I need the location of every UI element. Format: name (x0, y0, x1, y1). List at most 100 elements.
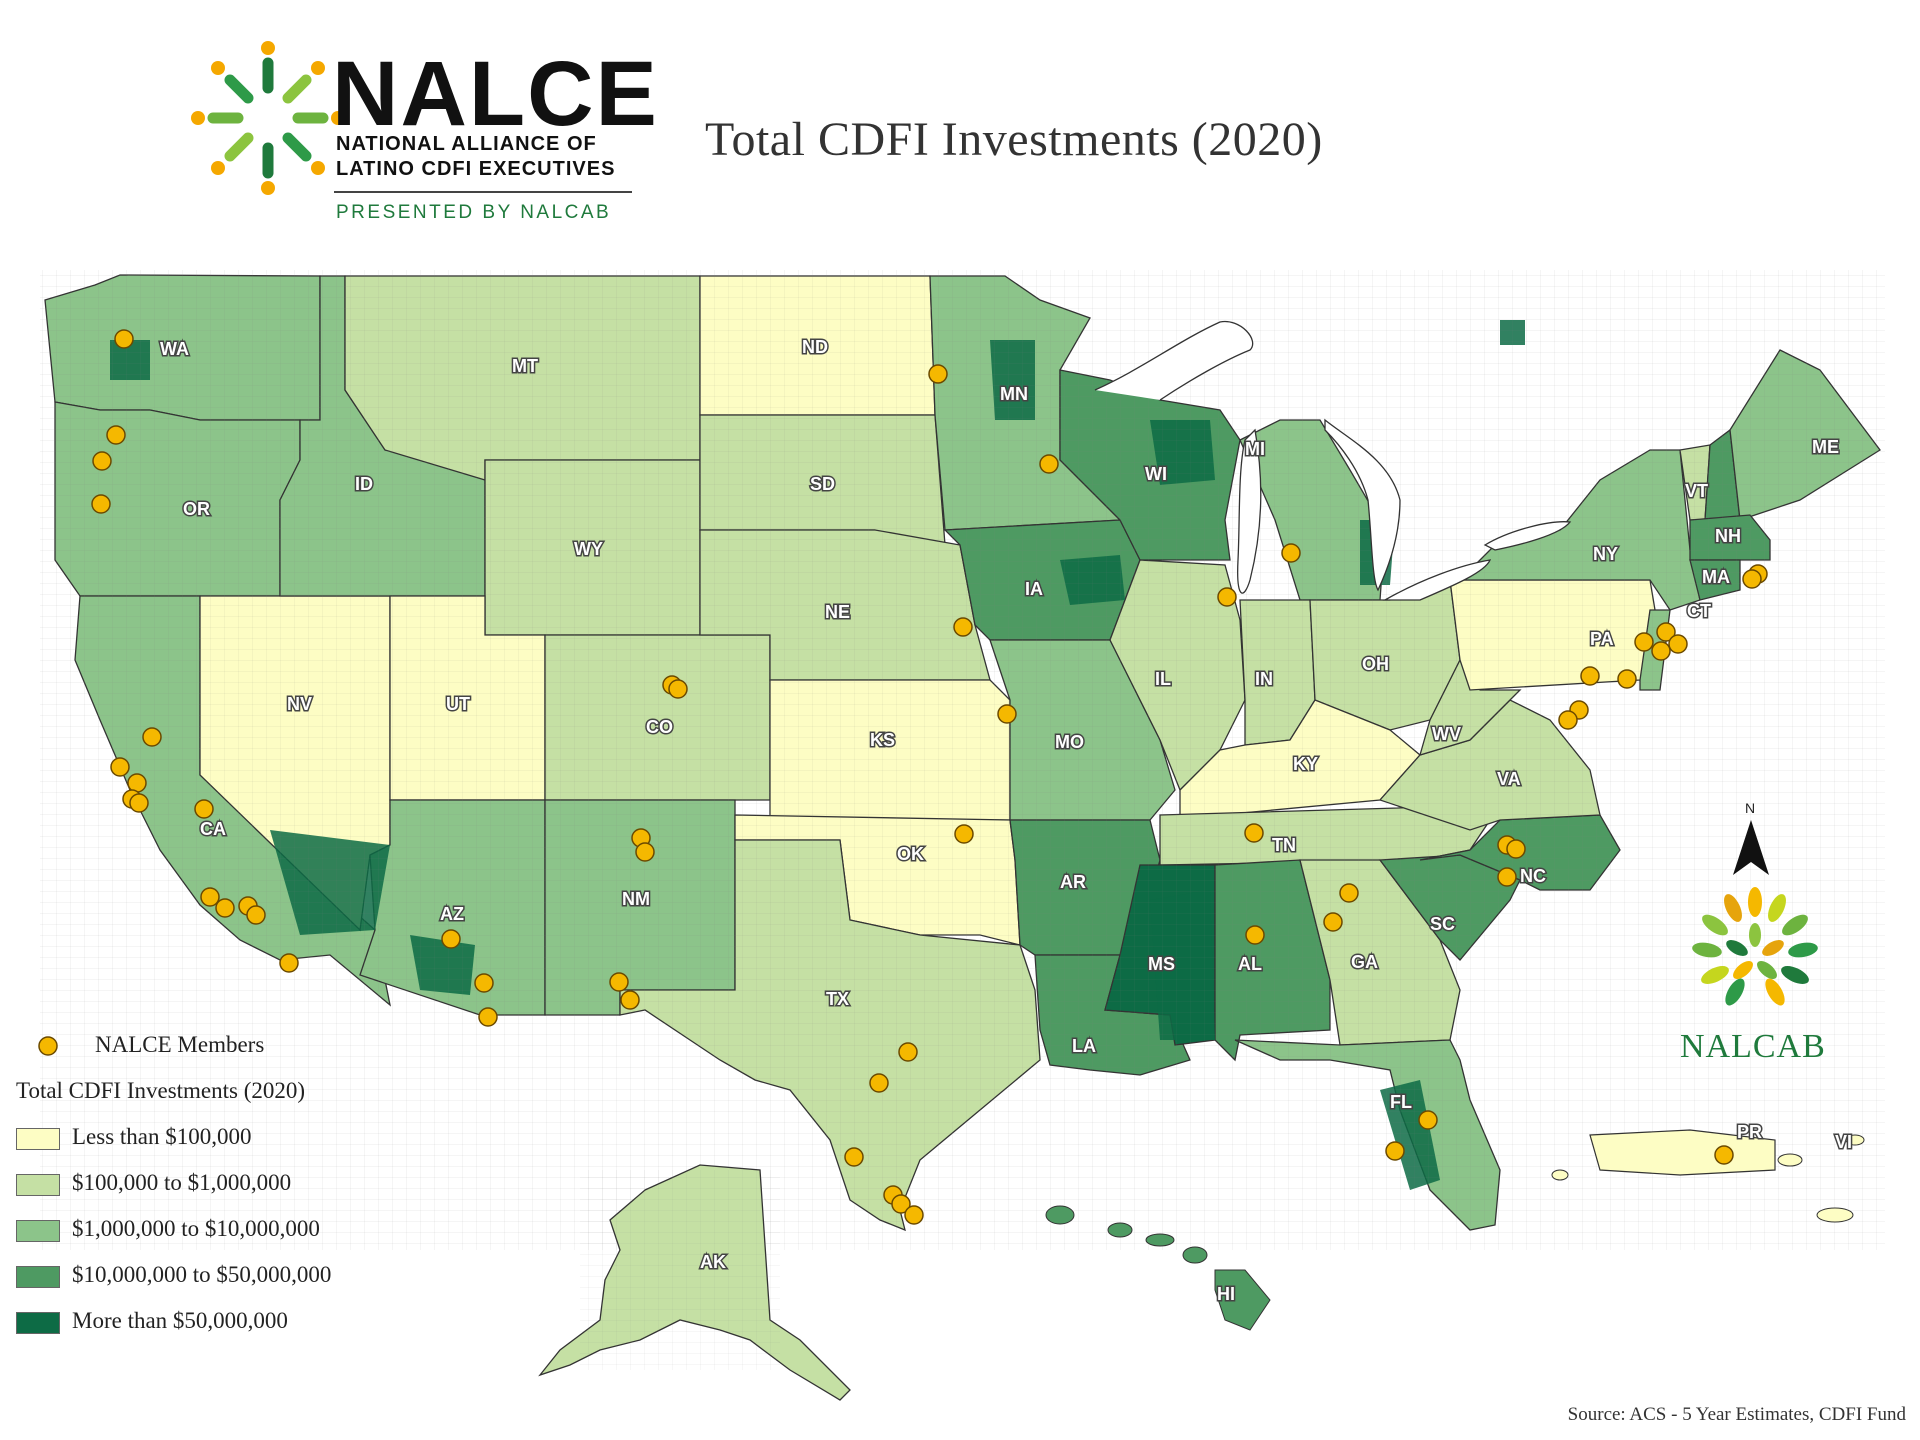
state-label: OH (1362, 654, 1389, 674)
member-dot (194, 799, 214, 819)
member-dot (478, 1007, 498, 1027)
state-label: AZ (440, 904, 464, 924)
state-label: MO (1055, 732, 1084, 752)
legend-swatch (16, 1266, 60, 1288)
state-label: VA (1497, 769, 1521, 789)
member-dot (1651, 641, 1671, 661)
state-label: NE (825, 602, 850, 622)
state-label: NV (287, 694, 312, 714)
state-label: CA (200, 819, 226, 839)
member-points (91, 329, 1768, 1225)
member-dot (200, 887, 220, 907)
state-label: PA (1590, 629, 1614, 649)
nalce-logo-wordmark: NALCE (332, 43, 659, 145)
legend-swatch (16, 1220, 60, 1242)
member-dot (91, 494, 111, 514)
state-label: GA (1351, 952, 1378, 972)
member-dot (609, 972, 629, 992)
member-dot (441, 929, 461, 949)
logo-divider (334, 191, 632, 193)
north-arrow-icon (1733, 820, 1769, 875)
member-dot (127, 773, 147, 793)
state-label: CO (646, 717, 673, 737)
member-dot (1339, 883, 1359, 903)
state-label: ID (355, 474, 373, 494)
state-label: NH (1715, 526, 1741, 546)
state-label: ND (802, 337, 828, 357)
member-dot (928, 364, 948, 384)
member-dot (110, 757, 130, 777)
logo-line-2: LATINO CDFI EXECUTIVES (336, 158, 616, 180)
state-label: UT (446, 694, 470, 714)
member-dot (474, 973, 494, 993)
legend-class-label: More than $50,000,000 (72, 1308, 288, 1333)
member-dot (1580, 666, 1600, 686)
member-dot (114, 329, 134, 349)
state-label: WV (1432, 724, 1461, 744)
state-label: AL (1238, 954, 1262, 974)
state-label: VT (1685, 481, 1708, 501)
state-label: IN (1255, 669, 1273, 689)
state-label: PR (1737, 1122, 1762, 1142)
member-dot (1039, 454, 1059, 474)
state-label: MN (1000, 384, 1028, 404)
member-dot (620, 990, 640, 1010)
member-dot (279, 953, 299, 973)
legend-class-label: $100,000 to $1,000,000 (72, 1170, 292, 1195)
member-dot (904, 1205, 924, 1225)
member-dot (215, 898, 235, 918)
state-label: MT (512, 356, 538, 376)
member-dot (142, 727, 162, 747)
member-dot (92, 451, 112, 471)
nalce-logo-icon (191, 41, 345, 195)
state-label: NM (622, 889, 650, 909)
member-dot (1714, 1145, 1734, 1165)
member-dot (1244, 823, 1264, 843)
member-dot (1418, 1110, 1438, 1130)
state-label: KS (870, 730, 895, 750)
nalcab-logo-icon (1692, 887, 1818, 1006)
member-dot (997, 704, 1017, 724)
member-dot (246, 905, 266, 925)
north-label: N (1745, 800, 1756, 816)
state-label: IA (1025, 579, 1043, 599)
member-dot (869, 1073, 889, 1093)
legend-swatch (16, 1128, 60, 1150)
state-label: NC (1520, 866, 1546, 886)
member-dot (1617, 669, 1637, 689)
state-labels: WA OR CA NV ID MT WY UT AZ NM CO ND SD N… (159, 336, 1854, 1306)
logo-presented-by: PRESENTED BY NALCAB (336, 202, 612, 223)
state-label: KY (1293, 754, 1318, 774)
legend-class-label: $1,000,000 to $10,000,000 (72, 1216, 320, 1241)
state-HI (1045, 1205, 1271, 1331)
state-label: SD (810, 474, 835, 494)
county-grid (40, 270, 1885, 1250)
state-label: ME (1812, 437, 1839, 457)
great-lakes (1094, 320, 1572, 601)
member-dot (1217, 587, 1237, 607)
member-dot (1656, 622, 1676, 642)
state-label: WY (574, 539, 603, 559)
state-label: AK (700, 1252, 726, 1272)
state-label: OK (897, 844, 924, 864)
legend-members-label: NALCE Members (95, 1032, 265, 1057)
nalcab-logo-text: NALCAB (1680, 1028, 1826, 1065)
map-title: Total CDFI Investments (2020) (705, 113, 1323, 166)
logo-line-1: NATIONAL ALLIANCE OF (336, 133, 597, 155)
state-label: IL (1155, 669, 1171, 689)
state-label: SC (1430, 914, 1455, 934)
member-dot (1323, 912, 1343, 932)
state-label: MS (1148, 954, 1175, 974)
member-dot (106, 425, 126, 445)
state-label: HI (1217, 1284, 1235, 1304)
state-label: NY (1593, 544, 1618, 564)
member-dot (954, 824, 974, 844)
member-dot (1506, 839, 1526, 859)
state-label: FL (1390, 1092, 1412, 1112)
member-dot (1558, 710, 1578, 730)
legend-class-label: $10,000,000 to $50,000,000 (72, 1262, 332, 1287)
member-dot (1668, 634, 1688, 654)
member-dot (891, 1194, 911, 1214)
legend-swatch (16, 1174, 60, 1196)
member-dot (129, 793, 149, 813)
